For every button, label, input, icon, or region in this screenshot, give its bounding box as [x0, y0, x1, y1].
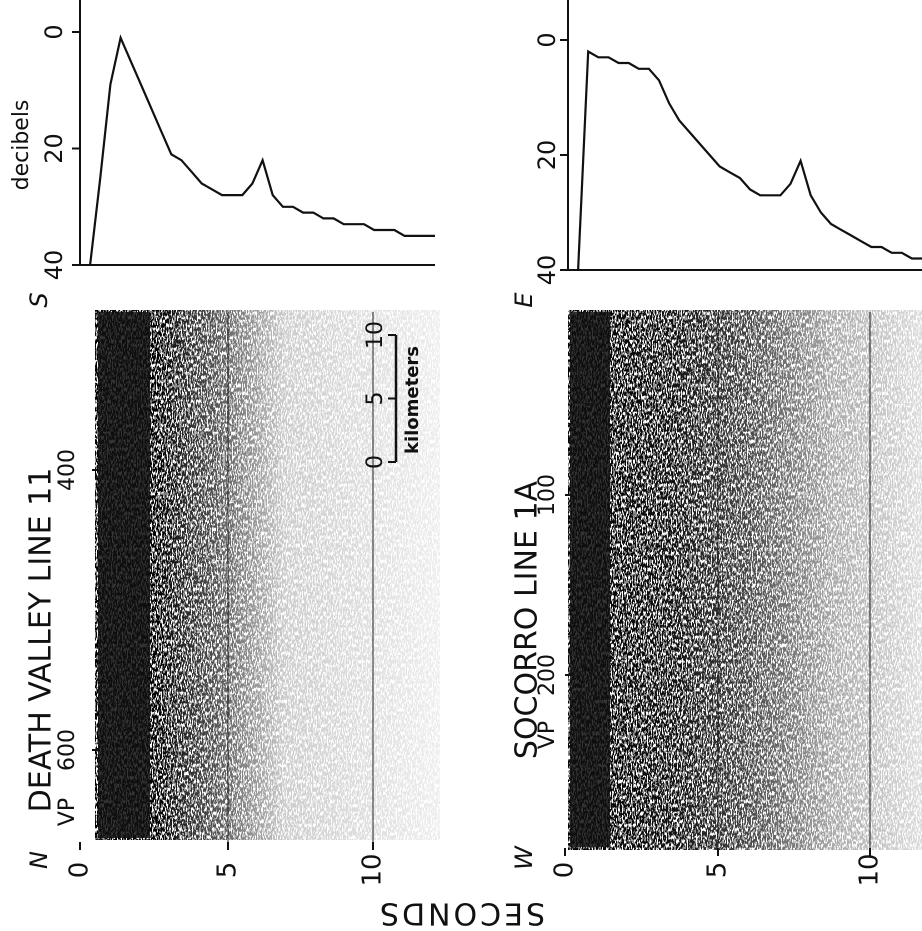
seismic-band — [570, 312, 610, 847]
spectrum-line — [89, 34, 435, 266]
x-tick-label: 10 — [358, 853, 388, 886]
vp-prefix: VP — [535, 721, 560, 749]
scale-tick-label: 5 — [363, 392, 388, 406]
section-title: SOCORRO LINE 1A — [510, 480, 545, 759]
seismic-band — [98, 312, 150, 838]
y-tick-label: 40 — [533, 255, 561, 286]
x-tick-label: 10 — [855, 853, 885, 886]
vp-label: 100 — [535, 474, 560, 516]
y-tick-label: 40 — [40, 250, 68, 281]
vp-label: 200 — [535, 654, 560, 696]
scale-label: kilometers — [402, 346, 423, 454]
spectrum-line — [577, 49, 922, 271]
seismic-section — [568, 310, 922, 850]
section-title: DEATH VALLEY LINE 11 — [24, 468, 59, 813]
end-label: E — [510, 292, 538, 308]
y-tick-label: 20 — [40, 133, 68, 164]
x-tick-label: 5 — [213, 862, 243, 879]
end-label: N — [25, 851, 53, 869]
vp-label: 400 — [55, 449, 80, 491]
y-tick-label: 20 — [533, 140, 561, 171]
seismic-section — [95, 310, 440, 840]
x-tick-label: 0 — [65, 862, 95, 879]
scale-tick-label: 10 — [363, 321, 388, 349]
axis-label: decibels — [9, 100, 34, 191]
y-tick-label: 0 — [533, 32, 561, 47]
x-tick-label: 5 — [703, 862, 733, 879]
x-tick-label: 0 — [550, 862, 580, 879]
end-label: W — [510, 845, 538, 870]
end-label: S — [25, 292, 53, 307]
scale-tick-label: 0 — [363, 455, 388, 469]
vp-prefix: VP — [55, 798, 80, 826]
vp-label: 600 — [55, 729, 80, 771]
y-tick-label: 0 — [40, 24, 68, 39]
axis-label: SECONDS — [377, 896, 545, 931]
